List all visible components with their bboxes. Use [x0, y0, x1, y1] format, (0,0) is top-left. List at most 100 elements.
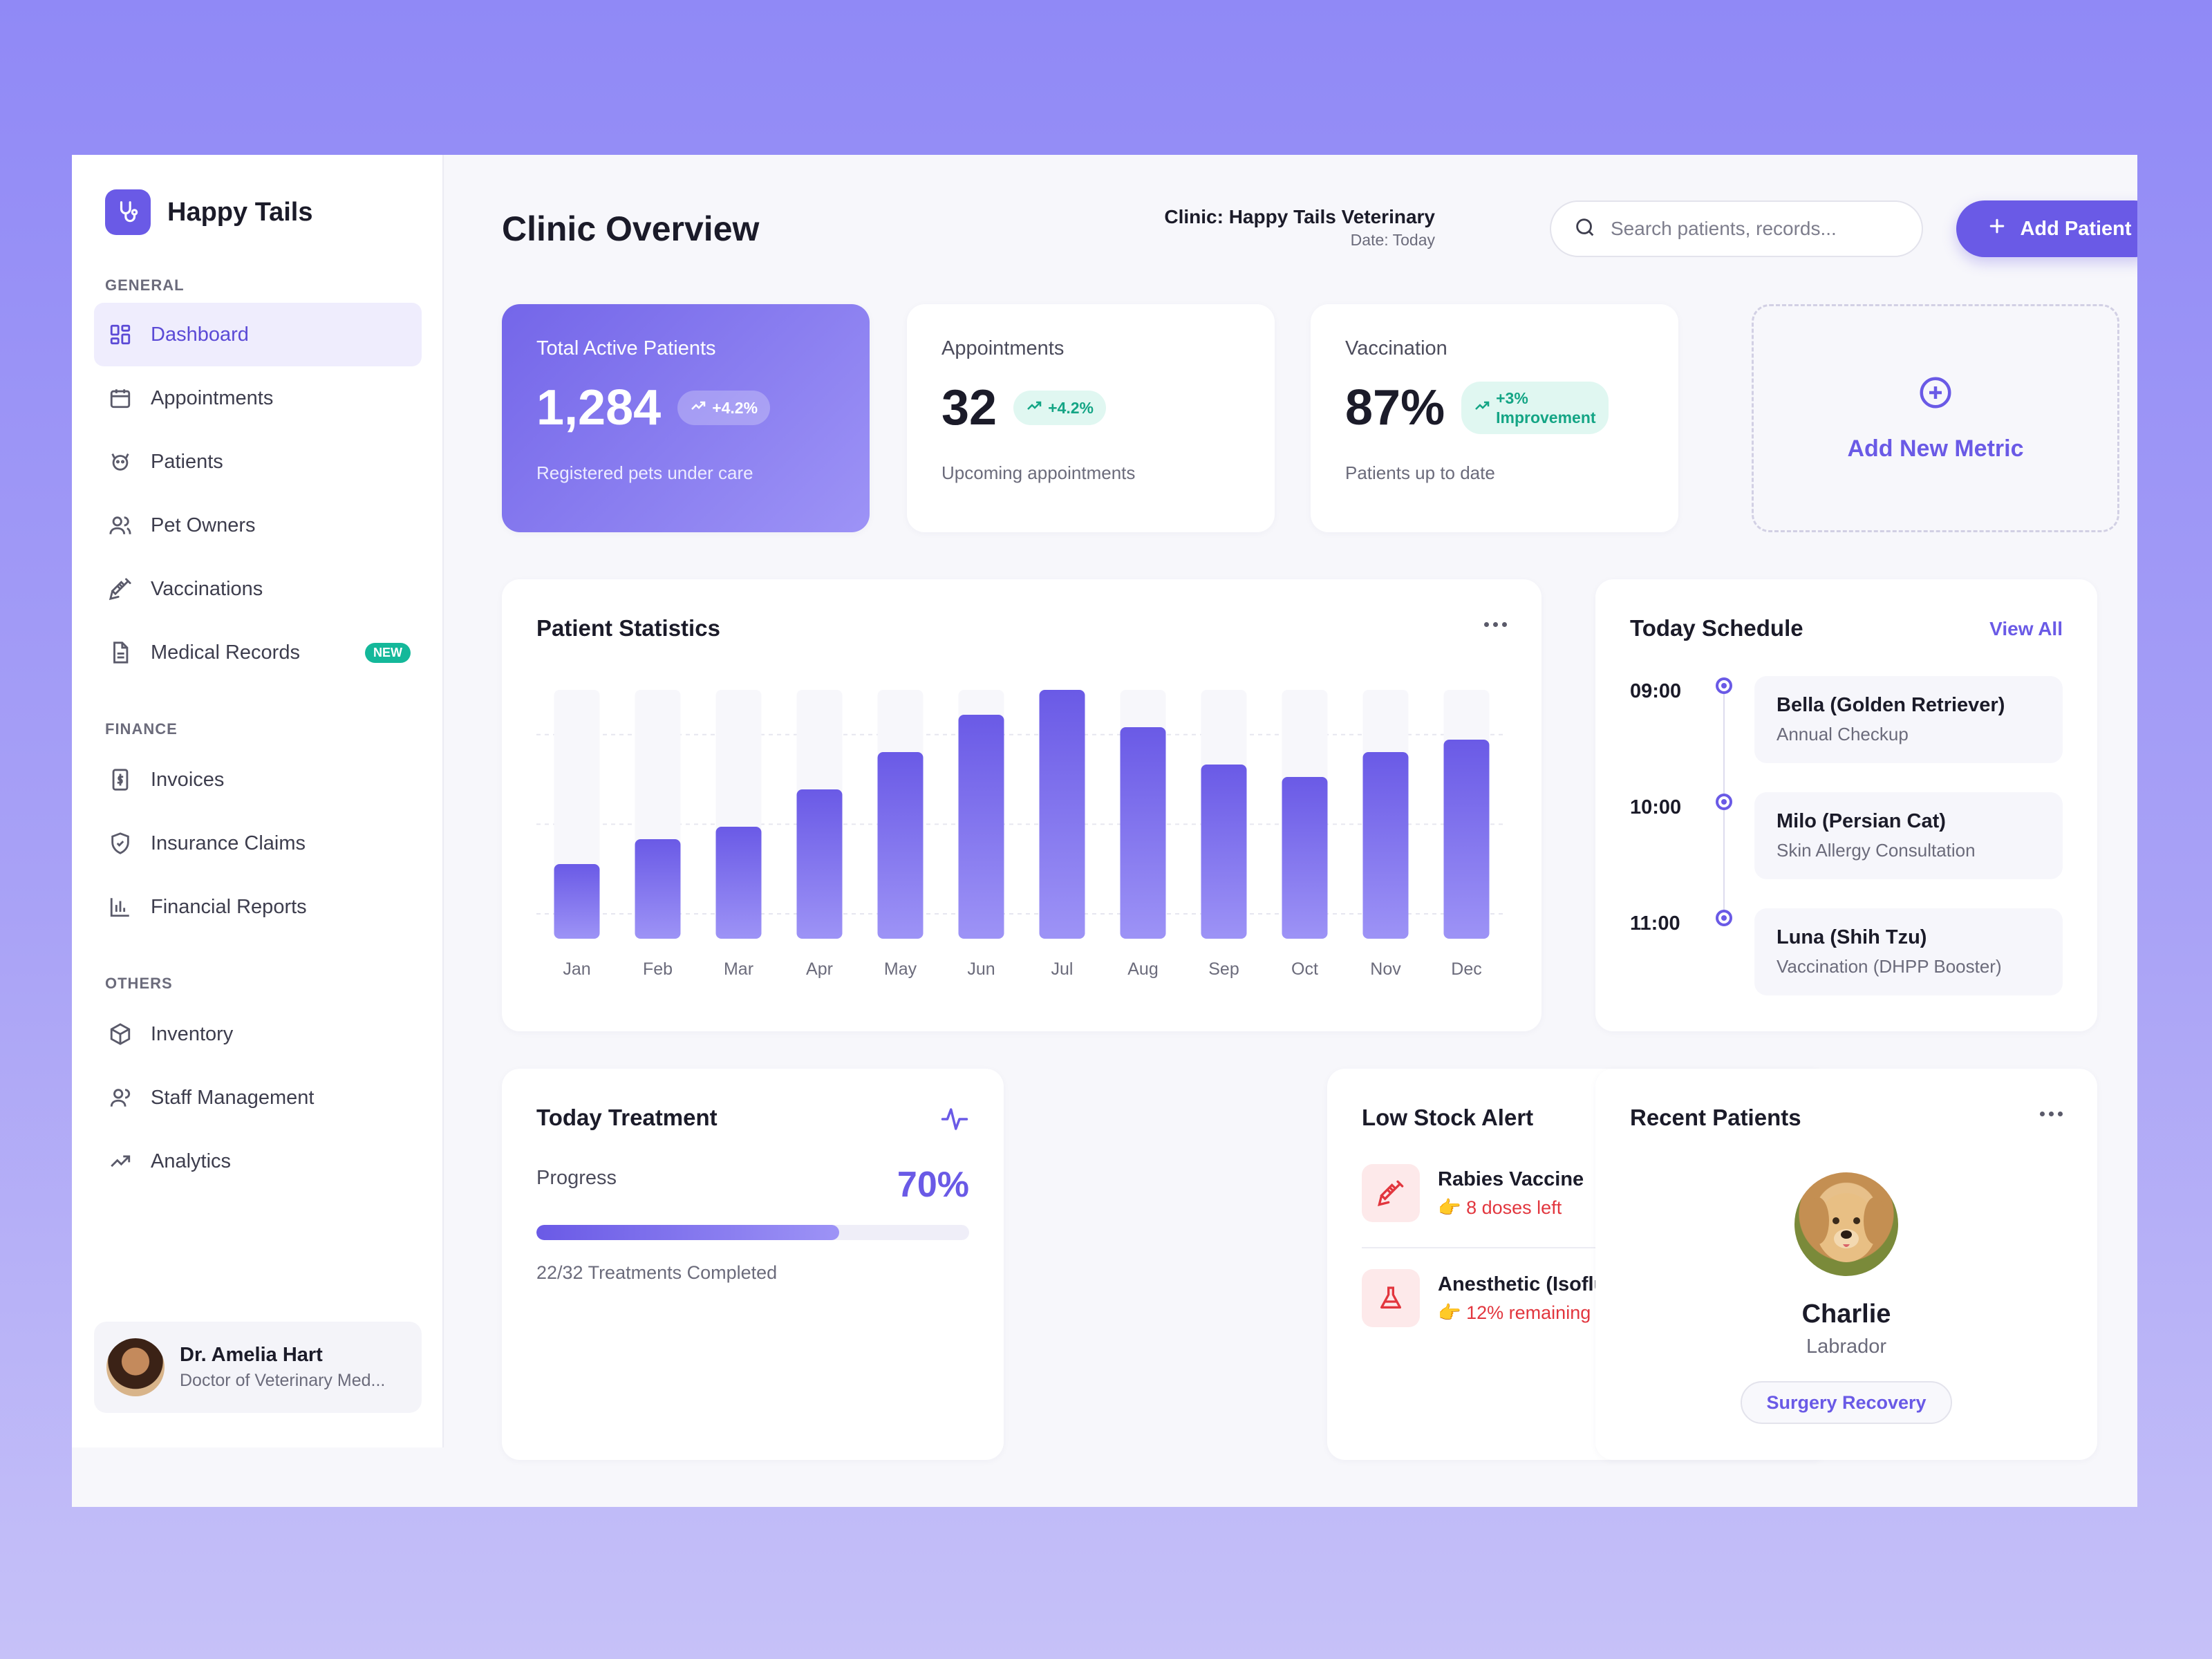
- sidebar-item-financial-reports[interactable]: Financial Reports: [94, 875, 422, 939]
- schedule-time: 11:00: [1630, 912, 1680, 935]
- trend-up-icon: [1026, 397, 1042, 418]
- metric-value: 32: [941, 380, 997, 435]
- card-title: Today Treatment: [536, 1105, 718, 1130]
- metric-value: 1,284: [536, 380, 662, 435]
- add-metric-card[interactable]: Add New Metric: [1752, 304, 2119, 532]
- metric-label: Appointments: [941, 337, 1065, 359]
- x-tick-label: Apr: [806, 959, 833, 979]
- paw-icon: [106, 448, 134, 476]
- metric-label: Total Active Patients: [536, 337, 716, 359]
- avatar: [106, 1338, 165, 1396]
- sidebar-item-analytics[interactable]: Analytics: [94, 1130, 422, 1193]
- stock-level: 👉 12% remaining: [1438, 1302, 1591, 1323]
- sidebar-item-dashboard[interactable]: Dashboard: [94, 303, 422, 366]
- section-finance: FINANCE: [105, 720, 178, 738]
- sidebar-item-invoices[interactable]: Invoices: [94, 748, 422, 812]
- card-title: Today Schedule: [1630, 615, 1803, 641]
- card-title: Low Stock Alert: [1362, 1105, 1534, 1130]
- sidebar-item-inventory[interactable]: Inventory: [94, 1002, 422, 1066]
- grid-icon: [106, 321, 134, 348]
- bar-jul[interactable]: [1039, 690, 1085, 939]
- add-patient-button[interactable]: Add Patient: [1956, 200, 2137, 257]
- bar-jun[interactable]: [958, 715, 1004, 939]
- divider: [1362, 1247, 1794, 1248]
- plus-icon: [1987, 216, 2007, 242]
- metric-card-vaccination[interactable]: Vaccination 87% +3% Improvement Patients…: [1311, 304, 1678, 532]
- status-badge[interactable]: Surgery Recovery: [1741, 1381, 1952, 1424]
- schedule-item[interactable]: Milo (Persian Cat) Skin Allergy Consulta…: [1754, 792, 2063, 879]
- schedule-item[interactable]: Luna (Shih Tzu) Vaccination (DHPP Booste…: [1754, 908, 2063, 995]
- user-profile-card[interactable]: Dr. Amelia Hart Doctor of Veterinary Med…: [94, 1322, 422, 1413]
- timeline-dot: [1716, 910, 1732, 926]
- add-metric-label: Add New Metric: [1847, 435, 2024, 462]
- add-patient-label: Add Patient: [2020, 217, 2132, 240]
- schedule-patient: Bella (Golden Retriever): [1777, 694, 2005, 716]
- pet-photo[interactable]: [1794, 1172, 1898, 1276]
- bar-jan[interactable]: [554, 864, 600, 939]
- progress-summary: 22/32 Treatments Completed: [536, 1262, 778, 1283]
- metric-label: Vaccination: [1345, 337, 1447, 359]
- pet-breed: Labrador: [1806, 1335, 1887, 1358]
- sidebar-item-label: Analytics: [151, 1150, 232, 1172]
- today-schedule-card: Today Schedule View All 09:00 Bella (Gol…: [1595, 579, 2097, 1031]
- view-all-link[interactable]: View All: [1989, 618, 2063, 639]
- sidebar-item-medical-records[interactable]: Medical Records NEW: [94, 621, 422, 684]
- bar-nov[interactable]: [1362, 752, 1409, 939]
- more-options-icon[interactable]: [2040, 1112, 2063, 1116]
- bar-mar[interactable]: [715, 827, 762, 939]
- sidebar-item-label: Patients: [151, 450, 223, 473]
- bar-apr[interactable]: [796, 789, 843, 939]
- bar-oct[interactable]: [1282, 777, 1328, 939]
- bar-aug[interactable]: [1120, 727, 1166, 939]
- metric-card-active-patients[interactable]: Total Active Patients 1,284 +4.2% Regist…: [502, 304, 870, 532]
- schedule-description: Annual Checkup: [1777, 724, 1909, 744]
- sidebar-item-label: Appointments: [151, 386, 274, 409]
- recent-patients-card: Recent Patients Charlie Labrador Surgery…: [1595, 1069, 2097, 1460]
- stock-item[interactable]: Anesthetic (Isoflurane) 👉 12% remaining: [1362, 1269, 1794, 1352]
- more-options-icon[interactable]: [1484, 622, 1507, 627]
- metric-subtitle: Registered pets under care: [536, 462, 753, 483]
- clinic-info: Clinic: Happy Tails Veterinary Date: Tod…: [1164, 206, 1435, 250]
- x-tick-label: Nov: [1370, 959, 1401, 979]
- sidebar-item-vaccinations[interactable]: Vaccinations: [94, 557, 422, 621]
- schedule-description: Skin Allergy Consultation: [1777, 840, 1976, 861]
- search-icon: [1573, 216, 1597, 243]
- x-tick-label: Aug: [1127, 959, 1159, 979]
- bar-feb[interactable]: [635, 839, 681, 939]
- sidebar-item-patients[interactable]: Patients: [94, 430, 422, 494]
- sidebar: Happy Tails GENERAL Dashboard Appointmen…: [72, 155, 444, 1447]
- sidebar-item-staff-management[interactable]: Staff Management: [94, 1066, 422, 1130]
- sidebar-item-appointments[interactable]: Appointments: [94, 366, 422, 430]
- box-icon: [106, 1020, 134, 1048]
- schedule-time: 09:00: [1630, 680, 1682, 702]
- sidebar-item-label: Vaccinations: [151, 577, 263, 600]
- metric-card-appointments[interactable]: Appointments 32 +4.2% Upcoming appointme…: [907, 304, 1275, 532]
- metric-change: +4.2%: [1048, 398, 1094, 417]
- invoice-icon: [106, 766, 134, 794]
- trend-up-icon: [1474, 397, 1490, 418]
- sidebar-item-insurance-claims[interactable]: Insurance Claims: [94, 812, 422, 875]
- schedule-item[interactable]: Bella (Golden Retriever) Annual Checkup: [1754, 676, 2063, 763]
- bar-sep[interactable]: [1201, 765, 1247, 939]
- users-icon: [106, 512, 134, 539]
- bar-may[interactable]: [877, 752, 924, 939]
- bar-dec[interactable]: [1443, 740, 1490, 939]
- shield-icon: [106, 830, 134, 857]
- x-tick-label: Mar: [723, 959, 754, 979]
- user-name: Dr. Amelia Hart: [180, 1344, 323, 1366]
- x-tick-label: Jan: [563, 959, 591, 979]
- brand[interactable]: Happy Tails: [105, 189, 312, 235]
- clinic-name: Clinic: Happy Tails Veterinary: [1164, 206, 1435, 227]
- x-tick-label: Jul: [1051, 959, 1074, 979]
- stock-item[interactable]: Rabies Vaccine 👉 8 doses left: [1362, 1164, 1794, 1247]
- stock-name: Rabies Vaccine: [1438, 1168, 1584, 1190]
- trend-icon: [106, 1147, 134, 1175]
- search-input[interactable]: [1611, 218, 1901, 240]
- metric-value: 87%: [1345, 380, 1445, 435]
- sidebar-item-pet-owners[interactable]: Pet Owners: [94, 494, 422, 557]
- pet-name: Charlie: [1801, 1300, 1891, 1329]
- metric-change-badge: +4.2%: [1013, 391, 1106, 425]
- x-tick-label: Feb: [642, 959, 673, 979]
- sidebar-item-label: Dashboard: [151, 323, 249, 346]
- schedule-time: 10:00: [1630, 796, 1682, 818]
